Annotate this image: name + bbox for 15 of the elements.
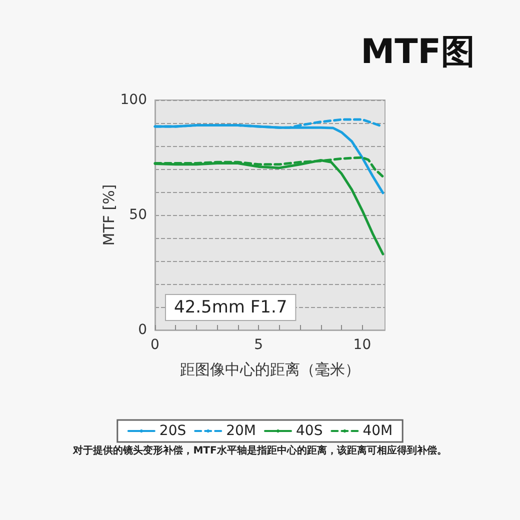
text: 对于提供的镜头变形补偿，MTF水平轴是指距中心的距离，该距离可相应得到补偿。 <box>72 444 447 456</box>
x-tick-label: 0 <box>150 337 160 353</box>
legend-label: 20S <box>159 423 186 439</box>
legend-label: 20M <box>226 423 256 439</box>
x-tick-label: 10 <box>353 337 372 353</box>
y-tick-label: 0 <box>138 322 147 338</box>
y-axis-title: MTF [%] <box>100 184 118 246</box>
x-axis-title: 距图像中心的距离（毫米） <box>180 360 360 378</box>
legend-label: 40M <box>362 423 393 439</box>
annotation: 42.5mm F1.7 <box>174 298 288 318</box>
chart-title: MTF图 <box>360 32 476 72</box>
legend-label: 40S <box>296 423 323 439</box>
y-tick-label: 100 <box>120 92 147 108</box>
y-tick-label: 50 <box>129 207 147 223</box>
x-tick-label: 5 <box>254 337 264 353</box>
